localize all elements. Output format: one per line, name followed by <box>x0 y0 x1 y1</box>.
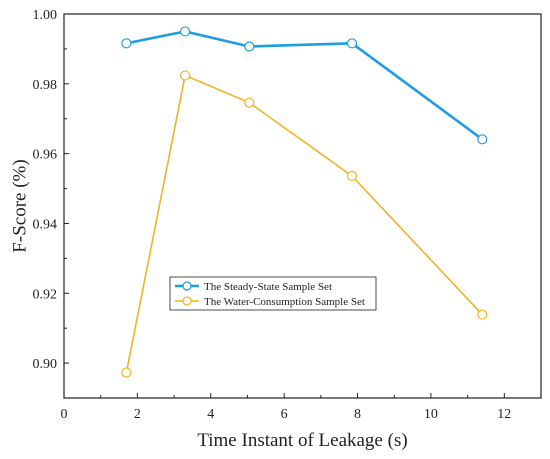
legend-box <box>169 276 377 311</box>
legend-swatch-marker <box>182 296 192 306</box>
legend-swatch-marker <box>182 281 192 291</box>
x-axis-label: Time Instant of Leakage (s) <box>197 430 407 451</box>
y-tick-label: 0.94 <box>33 217 58 232</box>
data-point <box>244 41 255 52</box>
data-point <box>346 38 358 49</box>
x-tick-label: 10 <box>424 407 438 422</box>
data-point <box>346 170 358 182</box>
data-point <box>121 367 132 378</box>
y-tick-label: 0.96 <box>33 148 58 163</box>
y-tick-label: 0.92 <box>33 287 58 302</box>
x-tick-label: 4 <box>207 407 214 422</box>
x-tick-label: 0 <box>61 407 68 422</box>
data-point <box>179 26 191 37</box>
series-line <box>126 30 484 141</box>
legend-entry-label: The Water-Consumption Sample Set <box>204 296 365 308</box>
data-point <box>477 134 488 145</box>
data-point <box>121 38 132 49</box>
plot-frame <box>63 13 542 399</box>
series-line <box>125 74 483 373</box>
y-axis-label: F-Score (%) <box>10 159 31 252</box>
legend-entry-label: The Steady-State Sample Set <box>204 281 332 293</box>
y-tick-label: 1.00 <box>33 8 58 23</box>
plot-border <box>63 13 542 399</box>
x-axis: 0 2 4 6 8 10 12 <box>61 393 511 422</box>
legend: The Steady-State Sample Set The Water-Con… <box>169 276 377 311</box>
series-layer <box>121 26 488 378</box>
x-tick-label: 12 <box>497 407 511 422</box>
data-point <box>179 70 191 81</box>
x-tick-label: 8 <box>354 407 361 422</box>
data-point <box>244 97 255 108</box>
x-tick-label: 2 <box>134 407 141 422</box>
x-tick-label: 6 <box>281 407 288 422</box>
y-tick-label: 0.98 <box>33 78 58 93</box>
y-tick-label: 0.90 <box>33 357 58 372</box>
data-point <box>477 309 488 320</box>
y-axis: 0.90 0.92 0.94 0.96 0.98 1.00 <box>33 8 69 372</box>
